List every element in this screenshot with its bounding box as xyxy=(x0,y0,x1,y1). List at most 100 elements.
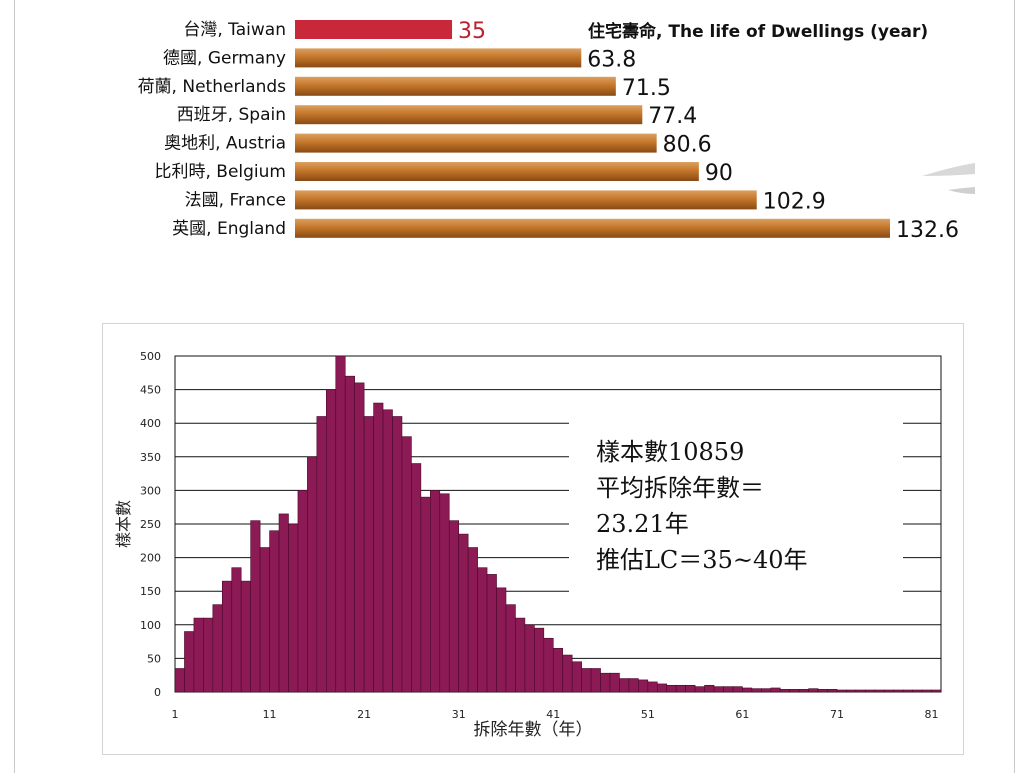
value-label: 90 xyxy=(705,161,733,186)
histogram-bar xyxy=(685,684,696,693)
histogram-bar xyxy=(231,567,242,693)
x-tick-label: 11 xyxy=(263,708,277,721)
annotation-line: 推估LC＝35~40年 xyxy=(596,546,808,574)
x-tick-label: 21 xyxy=(357,708,371,721)
histogram-bar xyxy=(477,567,488,693)
annotation-line: 23.21年 xyxy=(596,510,689,538)
histogram-bar xyxy=(808,688,819,693)
histogram-bar xyxy=(713,686,724,693)
histogram-bar xyxy=(817,689,828,693)
histogram-bar xyxy=(581,668,592,693)
bar xyxy=(295,162,699,181)
histogram-bar xyxy=(562,654,573,693)
category-label: 英國, England xyxy=(172,219,286,239)
dwelling-life-bar-svg: 台灣, Taiwan 35 德國, Germany 63.8 荷蘭, Netherlan… xyxy=(138,19,975,243)
histogram-bar xyxy=(628,678,639,693)
annotation-box xyxy=(569,421,903,602)
histogram-bar xyxy=(846,689,857,693)
x-tick-label: 31 xyxy=(452,708,466,721)
bar xyxy=(295,133,657,153)
histogram-bar xyxy=(675,684,686,693)
y-tick-label: 400 xyxy=(140,417,161,430)
histogram-bar xyxy=(902,689,913,693)
histogram-bar xyxy=(770,687,781,693)
x-tick-label: 1 xyxy=(172,708,179,721)
histogram-bar xyxy=(742,687,753,693)
histogram-bar xyxy=(467,547,478,693)
y-tick-label: 500 xyxy=(140,350,161,363)
histogram-bar xyxy=(269,530,280,693)
histogram-bar xyxy=(203,617,214,693)
histogram-bar xyxy=(524,624,535,693)
bar xyxy=(295,48,582,68)
right-edge-line xyxy=(1014,0,1015,773)
bar xyxy=(295,76,616,96)
histogram-bar xyxy=(874,689,885,693)
histogram-bar xyxy=(761,688,772,693)
histogram-bar xyxy=(382,409,393,693)
value-label: 102.9 xyxy=(763,189,826,214)
bar xyxy=(295,190,757,210)
histogram-bar xyxy=(278,513,289,693)
bar xyxy=(295,20,453,39)
y-tick-label: 350 xyxy=(140,451,161,464)
histogram-bar xyxy=(571,661,582,693)
category-label: 台灣, Taiwan xyxy=(183,20,286,40)
histogram-bar xyxy=(344,375,355,693)
histogram-bar xyxy=(259,547,270,693)
histogram-bar xyxy=(638,679,649,693)
histogram-bar xyxy=(392,416,403,693)
histogram-bar xyxy=(411,463,422,693)
category-label: 奧地利, Austria xyxy=(164,134,286,154)
histogram-bar xyxy=(250,520,261,693)
value-label: 63.8 xyxy=(587,47,636,72)
histogram-bar xyxy=(732,686,743,693)
histogram-bar xyxy=(534,627,545,693)
histogram-bar xyxy=(893,689,904,693)
annotation-line: 平均拆除年數＝ xyxy=(596,474,764,502)
category-label: 比利時, Belgium xyxy=(154,162,286,182)
histogram-bar xyxy=(335,355,346,693)
category-label: 西班牙, Spain xyxy=(177,105,286,125)
x-tick-label: 51 xyxy=(641,708,655,721)
histogram-bar xyxy=(912,689,923,693)
histogram-bar xyxy=(931,689,942,693)
histogram-bar xyxy=(354,382,365,693)
histogram-bar xyxy=(496,587,507,693)
histogram-bar xyxy=(883,689,895,693)
histogram-bar xyxy=(439,493,450,693)
y-tick-label: 0 xyxy=(154,686,161,699)
histogram-bar xyxy=(420,496,431,693)
histogram-bar xyxy=(184,631,195,693)
value-label: 35 xyxy=(458,19,486,44)
histogram-bar xyxy=(543,637,554,693)
y-tick-label: 450 xyxy=(140,384,161,397)
x-axis-label: 拆除年數（年） xyxy=(474,720,593,740)
histogram-bar xyxy=(430,490,441,693)
y-tick-label: 200 xyxy=(140,552,161,565)
histogram-bar xyxy=(619,678,630,693)
y-tick-label: 250 xyxy=(140,518,161,531)
histogram-bar xyxy=(590,668,601,693)
bar xyxy=(295,218,890,238)
value-label: 80.6 xyxy=(663,133,712,158)
x-tick-label: 61 xyxy=(735,708,749,721)
decorative-swoosh-2 xyxy=(948,187,975,194)
value-label: 77.4 xyxy=(648,104,697,129)
histogram-bar xyxy=(448,520,460,693)
bar xyxy=(295,105,643,125)
y-tick-label: 150 xyxy=(140,585,161,598)
histogram-bar xyxy=(486,574,497,693)
histogram-bar xyxy=(656,683,668,693)
category-label: 荷蘭, Netherlands xyxy=(138,77,287,97)
histogram-bar xyxy=(316,416,327,693)
x-tick-label: 41 xyxy=(546,708,560,721)
histogram-bar xyxy=(798,689,809,693)
histogram-bar xyxy=(458,533,469,693)
histogram-bar xyxy=(609,672,620,693)
demolition-age-histogram: 0 50 100 150 200 250 300 350 400 450 500 1 11 21 31 41 5… xyxy=(102,323,964,755)
histogram-bar xyxy=(401,436,412,693)
histogram-bar xyxy=(723,686,734,693)
annotation-line: 樣本數10859 xyxy=(596,438,744,466)
histogram-bar xyxy=(694,686,705,693)
